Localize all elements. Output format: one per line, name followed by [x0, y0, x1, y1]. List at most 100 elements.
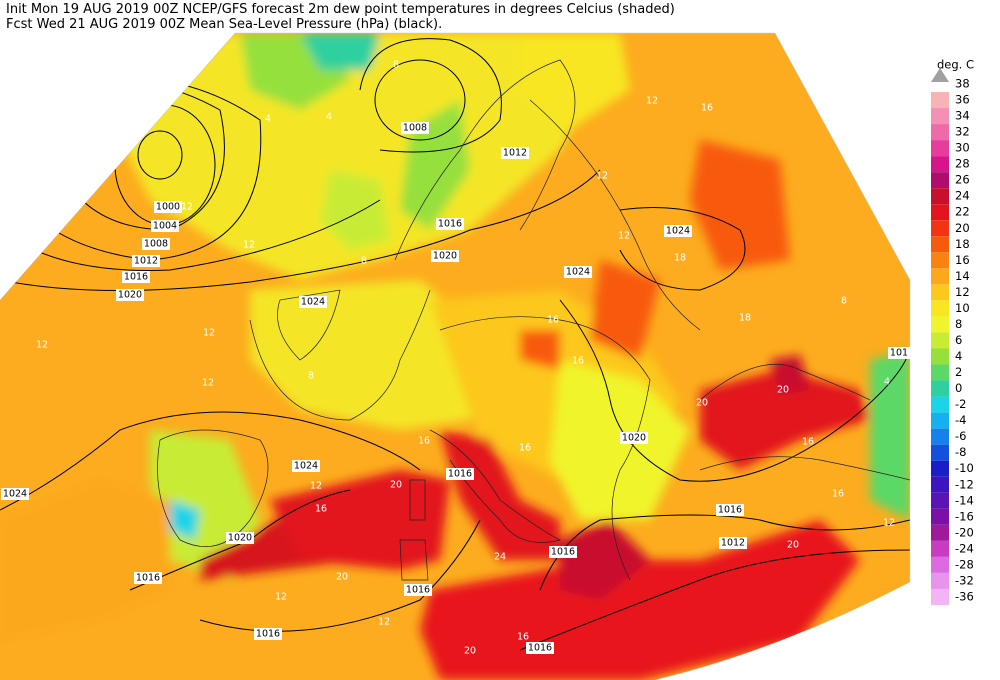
legend-swatch — [931, 476, 949, 493]
isobar-label: 1016 — [718, 505, 742, 516]
legend-label: -14 — [955, 493, 974, 507]
isobar-label: 1016 — [124, 272, 148, 283]
isobar-label-bg — [142, 238, 170, 250]
legend-swatch — [931, 396, 949, 413]
isobar-label: 1024 — [294, 461, 318, 472]
isobar-label: 1016 — [551, 547, 575, 558]
isobar-label: 1012 — [721, 538, 745, 549]
legend-swatch — [931, 236, 949, 253]
isobar-label: 1016 — [256, 629, 280, 640]
isobar-label-bg — [526, 642, 554, 654]
legend-label: 32 — [955, 125, 970, 139]
dewpoint-label: 20 — [777, 385, 789, 396]
legend-swatch — [931, 540, 949, 557]
dewpoint-label: 20 — [336, 572, 348, 583]
legend-title: deg. C — [937, 58, 974, 72]
dewpoint-label: 12 — [275, 592, 287, 603]
legend-swatch — [931, 92, 949, 109]
isobar-label: 1020 — [228, 533, 252, 544]
legend-swatch — [931, 364, 949, 381]
isobar-label-bg — [501, 147, 529, 159]
dewpoint-label: 16 — [572, 356, 584, 367]
legend-label: 34 — [955, 109, 970, 123]
legend-swatch — [931, 444, 949, 461]
legend-swatch — [931, 172, 949, 189]
isobar-label: 1016 — [448, 469, 472, 480]
legend-label: 24 — [955, 189, 970, 203]
isobar-label: 1016 — [438, 219, 462, 230]
dewpoint-label: 12 — [36, 340, 48, 351]
legend-label: -8 — [955, 445, 966, 459]
dewpoint-label: 12 — [310, 481, 322, 492]
isobar-label-bg — [292, 460, 320, 472]
legend-label: 10 — [955, 301, 970, 315]
isobar-label: 1024 — [666, 226, 690, 237]
legend-swatch — [931, 428, 949, 445]
isobar-label: 1016 — [136, 573, 160, 584]
legend-label: 28 — [955, 157, 970, 171]
isobar-label: 1024 — [3, 489, 27, 500]
legend-swatch — [931, 220, 949, 237]
isobar-label-bg — [549, 546, 577, 558]
dewpoint-label: 20 — [390, 480, 402, 491]
dewpoint-label: 12 — [618, 231, 630, 242]
legend-swatch — [931, 556, 949, 573]
isobar-label-bg — [664, 225, 692, 237]
legend-swatch — [931, 284, 949, 301]
legend-label: 6 — [955, 333, 962, 347]
isobar-label: 1000 — [156, 202, 180, 213]
legend-swatch — [931, 524, 949, 541]
dewpoint-label: 8 — [841, 296, 847, 307]
isobar-label-bg — [254, 628, 282, 640]
dewpoint-label: 16 — [315, 504, 327, 515]
isobar-label-bg — [154, 201, 182, 213]
dewpoint-label: 18 — [739, 313, 751, 324]
isobar-label: 1012 — [134, 256, 158, 267]
header-line: Init Mon 19 AUG 2019 00Z NCEP/GFS foreca… — [6, 2, 675, 17]
legend-swatch — [931, 460, 949, 477]
isobar-label: 1004 — [153, 221, 177, 232]
legend-label: 8 — [955, 317, 962, 331]
isobar-label: 1008 — [144, 239, 168, 250]
dewpoint-label: 20 — [787, 540, 799, 551]
legend-swatch — [931, 204, 949, 221]
dewpoint-label: 12 — [202, 378, 214, 389]
dewpoint-label: 16 — [547, 315, 559, 326]
isobar-label-bg — [134, 572, 162, 584]
dewpoint-label: 16 — [832, 489, 844, 500]
legend-label: 30 — [955, 141, 970, 155]
isobar-label-bg — [888, 347, 910, 359]
legend-swatch — [931, 492, 949, 509]
legend-label: 26 — [955, 173, 970, 187]
isobar-label-bg — [564, 266, 592, 278]
legend-label: 2 — [955, 365, 962, 379]
header-line: Fcst Wed 21 AUG 2019 00Z Mean Sea-Level … — [6, 17, 442, 32]
dewpoint-label: 16 — [517, 632, 529, 643]
legend-arrow — [931, 68, 949, 82]
dewpoint-label: 12 — [203, 328, 215, 339]
dewpoint-label: 16 — [701, 103, 713, 114]
isobar-label-bg — [132, 255, 160, 267]
legend-swatch — [931, 316, 949, 333]
isobar-label: 1012 — [503, 148, 527, 159]
dewpoint-label: 20 — [464, 646, 476, 657]
dewpoint-label: 8 — [308, 371, 314, 382]
isobar-label-bg — [436, 218, 464, 230]
legend-label: 16 — [955, 253, 970, 267]
legend-swatch — [931, 108, 949, 125]
isobar-label-bg — [299, 296, 327, 308]
dewpoint-label: 24 — [494, 552, 506, 563]
legend-label: 20 — [955, 221, 970, 235]
legend-label: 0 — [955, 381, 962, 395]
legend-label: -20 — [955, 525, 974, 539]
legend-label: -24 — [955, 541, 974, 555]
isobar-label: 1024 — [566, 267, 590, 278]
dewpoint-label: 12 — [181, 202, 193, 213]
legend-swatch — [931, 188, 949, 205]
isobar-label-bg — [122, 271, 150, 283]
dewpoint-label: 12 — [883, 518, 895, 529]
isobar-label: 1020 — [622, 433, 646, 444]
legend-label: -6 — [955, 429, 966, 443]
legend-label: 36 — [955, 93, 970, 107]
